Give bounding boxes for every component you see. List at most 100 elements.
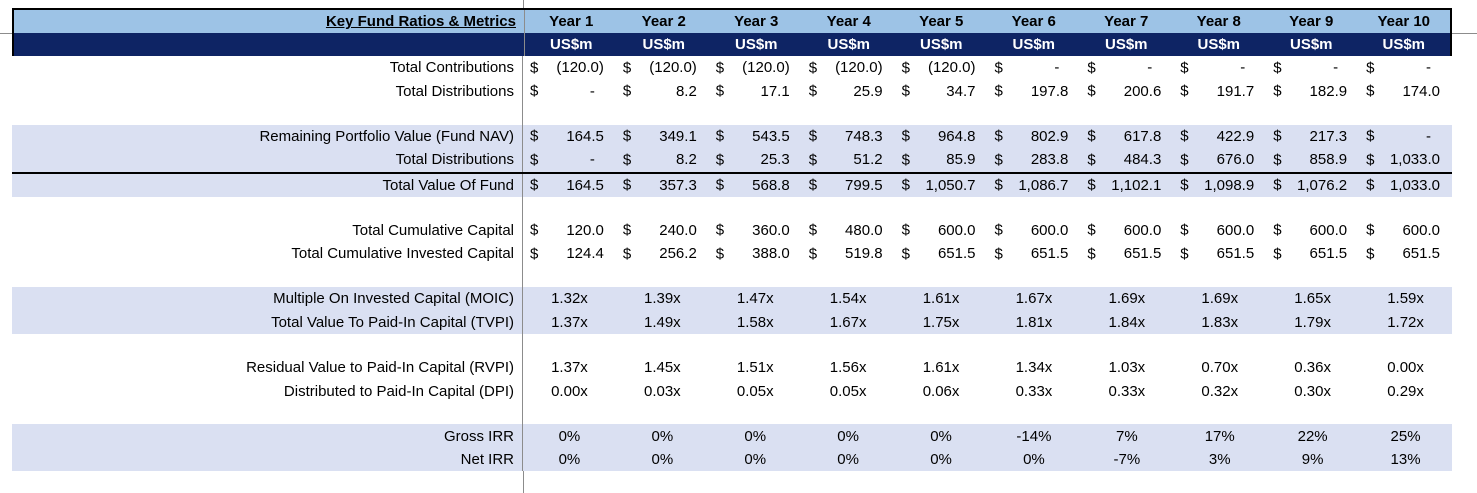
unit-cell[interactable]: US$m — [642, 36, 686, 53]
value-cell[interactable]: $519.8 — [802, 245, 895, 262]
value-cell[interactable]: $ - — [1173, 59, 1266, 76]
row-label-cell[interactable]: Total Value Of Fund — [12, 173, 523, 197]
value-cell[interactable]: $1,086.7 — [988, 177, 1081, 194]
value-cell[interactable]: $480.0 — [802, 222, 895, 239]
value-cell[interactable]: 1.39x — [643, 290, 681, 308]
value-cell[interactable]: 1.37x — [551, 313, 588, 331]
value-cell[interactable]: $217.3 — [1266, 128, 1359, 145]
value-cell[interactable]: $484.3 — [1080, 151, 1173, 168]
value-cell[interactable]: 0% — [651, 451, 674, 469]
value-cell[interactable]: 1.69x — [1201, 290, 1239, 308]
value-cell[interactable]: 0% — [930, 451, 952, 469]
value-cell[interactable]: 1.45x — [643, 359, 681, 376]
value-cell[interactable]: 1.47x — [736, 290, 774, 308]
value-cell[interactable]: $ - — [1359, 128, 1452, 145]
row-label-cell[interactable]: Total Contributions — [12, 56, 523, 80]
value-cell[interactable]: 1.54x — [829, 290, 867, 308]
row-label-cell[interactable]: Total Value To Paid-In Capital (TVPI) — [12, 310, 523, 335]
row-label-cell[interactable]: Total Cumulative Invested Capital — [12, 241, 523, 266]
value-cell[interactable]: 0% — [744, 427, 767, 445]
value-cell[interactable]: 1.61x — [922, 290, 960, 308]
value-cell[interactable]: $600.0 — [1080, 222, 1173, 239]
row-label-cell[interactable]: Multiple On Invested Capital (MOIC) — [12, 287, 523, 311]
year-header-cell[interactable]: Year 7 — [1104, 13, 1149, 30]
value-cell[interactable]: 25% — [1390, 427, 1421, 445]
value-cell[interactable]: 1.67x — [1015, 290, 1053, 308]
value-cell[interactable]: $1,098.9 — [1173, 177, 1266, 194]
value-cell[interactable]: $191.7 — [1173, 83, 1266, 100]
value-cell[interactable]: 0.29x — [1387, 382, 1424, 400]
value-cell[interactable]: -14% — [1016, 427, 1052, 445]
value-cell[interactable]: $164.5 — [523, 128, 616, 145]
value-cell[interactable]: 0% — [1023, 451, 1045, 469]
value-cell[interactable]: 1.34x — [1015, 359, 1053, 376]
value-cell[interactable]: $182.9 — [1266, 83, 1359, 100]
row-label-cell[interactable]: Remaining Portfolio Value (Fund NAV) — [12, 124, 523, 149]
value-cell[interactable]: $651.5 — [1080, 245, 1173, 262]
value-cell[interactable]: $124.4 — [523, 245, 616, 262]
value-cell[interactable]: $240.0 — [616, 222, 709, 239]
value-cell[interactable]: 1.56x — [829, 359, 867, 376]
value-cell[interactable]: $600.0 — [1266, 222, 1359, 239]
value-cell[interactable]: $422.9 — [1173, 128, 1266, 145]
value-cell[interactable]: $ - — [1359, 59, 1452, 76]
value-cell[interactable]: 7% — [1116, 427, 1138, 445]
year-header-cell[interactable]: Year 6 — [1011, 13, 1056, 30]
value-cell[interactable]: $748.3 — [802, 128, 895, 145]
value-cell[interactable]: $ - — [523, 83, 616, 100]
value-cell[interactable]: 1.81x — [1015, 313, 1053, 331]
value-cell[interactable]: $600.0 — [895, 222, 988, 239]
unit-cell[interactable]: US$m — [734, 36, 778, 53]
value-cell[interactable]: $51.2 — [802, 151, 895, 168]
value-cell[interactable]: $802.9 — [988, 128, 1081, 145]
value-cell[interactable]: 3% — [1208, 451, 1231, 469]
unit-cell[interactable]: US$m — [827, 36, 871, 53]
value-cell[interactable]: 0.06x — [922, 382, 960, 400]
value-cell[interactable]: $676.0 — [1173, 151, 1266, 168]
value-cell[interactable]: $ (120.0) — [709, 59, 802, 76]
row-label-cell[interactable]: Net IRR — [12, 447, 523, 472]
unit-cell[interactable]: US$m — [1289, 36, 1333, 53]
value-cell[interactable]: $174.0 — [1359, 83, 1452, 100]
unit-cell[interactable]: US$m — [1197, 36, 1241, 53]
value-cell[interactable]: $1,033.0 — [1359, 151, 1452, 168]
value-cell[interactable]: $568.8 — [709, 177, 802, 194]
value-cell[interactable]: 0% — [930, 427, 952, 445]
value-cell[interactable]: 1.58x — [736, 313, 774, 331]
value-cell[interactable]: $ - — [988, 59, 1081, 76]
row-label-cell[interactable]: Total Distributions — [12, 79, 523, 103]
value-cell[interactable]: 1.84x — [1108, 313, 1146, 331]
value-cell[interactable]: 0.05x — [736, 382, 774, 400]
value-cell[interactable]: $543.5 — [709, 128, 802, 145]
unit-cell[interactable]: US$m — [549, 36, 593, 53]
year-header-cell[interactable]: Year 3 — [734, 13, 779, 30]
value-cell[interactable]: $964.8 — [895, 128, 988, 145]
value-cell[interactable]: $651.5 — [1173, 245, 1266, 262]
value-cell[interactable]: $1,050.7 — [895, 177, 988, 194]
unit-cell[interactable]: US$m — [1012, 36, 1056, 53]
value-cell[interactable]: $ - — [523, 151, 616, 168]
value-cell[interactable]: $349.1 — [616, 128, 709, 145]
value-cell[interactable]: $651.5 — [1359, 245, 1452, 262]
value-cell[interactable]: 1.65x — [1294, 290, 1331, 308]
value-cell[interactable]: $858.9 — [1266, 151, 1359, 168]
value-cell[interactable]: $617.8 — [1080, 128, 1173, 145]
value-cell[interactable]: $388.0 — [709, 245, 802, 262]
unit-cell[interactable]: US$m — [919, 36, 963, 53]
value-cell[interactable]: $120.0 — [523, 222, 616, 239]
value-cell[interactable]: $1,033.0 — [1359, 177, 1452, 194]
year-header-cell[interactable]: Year 1 — [549, 13, 594, 30]
row-label-cell[interactable]: Total Distributions — [12, 148, 523, 172]
value-cell[interactable]: $ (120.0) — [616, 59, 709, 76]
value-cell[interactable]: 0% — [651, 427, 674, 445]
value-cell[interactable]: 1.67x — [829, 313, 867, 331]
value-cell[interactable]: $197.8 — [988, 83, 1081, 100]
value-cell[interactable]: 1.79x — [1294, 313, 1331, 331]
value-cell[interactable]: $1,076.2 — [1266, 177, 1359, 194]
value-cell[interactable]: $200.6 — [1080, 83, 1173, 100]
row-label-cell[interactable]: Total Cumulative Capital — [12, 218, 523, 242]
value-cell[interactable]: $34.7 — [895, 83, 988, 100]
value-cell[interactable]: $25.3 — [709, 151, 802, 168]
year-header-cell[interactable]: Year 4 — [826, 13, 871, 30]
value-cell[interactable]: 0% — [744, 451, 767, 469]
